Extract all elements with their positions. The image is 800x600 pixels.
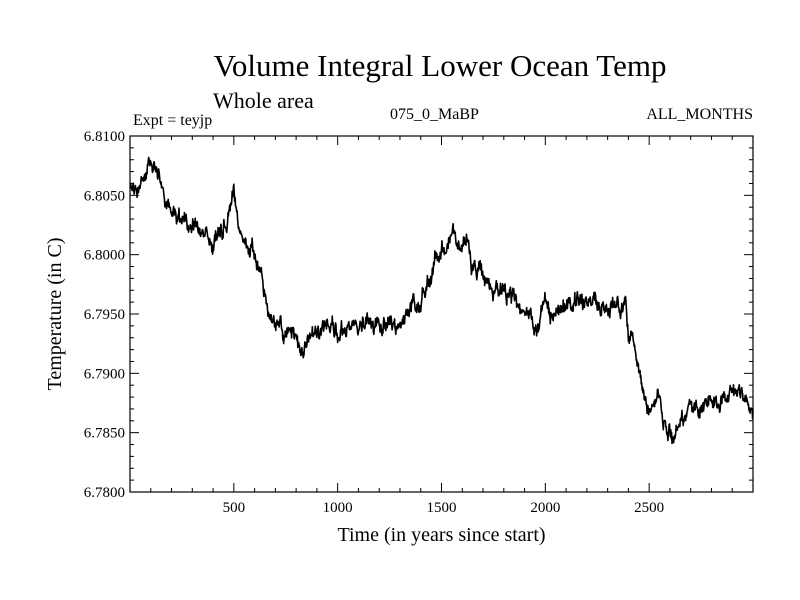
x-tick-labels: 500 1000 1500 2000 2500: [223, 500, 665, 516]
y-tick-labels: 6.7800 6.7850 6.7900 6.7950 6.8000 6.8050 6.81…: [84, 129, 125, 501]
x-tick-label: 2500: [634, 500, 664, 516]
y-tick-label: 6.8100: [84, 129, 125, 145]
experiment-label: Expt = teyjp: [133, 112, 213, 129]
series-layer: [129, 156, 754, 445]
y-tick-label: 6.7950: [84, 307, 125, 323]
x-tick-label: 1000: [323, 500, 353, 516]
x-tick-label: 1500: [427, 500, 457, 516]
tick-marks: [130, 135, 753, 493]
run-id-label: 075_0_MaBP: [390, 106, 479, 123]
y-tick-label: 6.8050: [84, 188, 125, 204]
chart-title: Volume Integral Lower Ocean Temp: [213, 48, 667, 83]
plot-frame: [129, 135, 754, 493]
months-label: ALL_MONTHS: [646, 106, 753, 123]
x-axis-label: Time (in years since start): [337, 524, 545, 546]
y-tick-label: 6.8000: [84, 248, 125, 264]
y-tick-label: 6.7900: [84, 366, 125, 382]
series-line-lower-ocean-temperature: [129, 156, 754, 445]
y-tick-label: 6.7800: [84, 485, 125, 501]
x-tick-label: 2000: [530, 500, 560, 516]
chart-subtitle: Whole area: [213, 88, 314, 113]
x-tick-label: 500: [223, 500, 246, 516]
y-axis-label: Temperature (in C): [44, 238, 66, 391]
y-tick-label: 6.7850: [84, 426, 125, 442]
